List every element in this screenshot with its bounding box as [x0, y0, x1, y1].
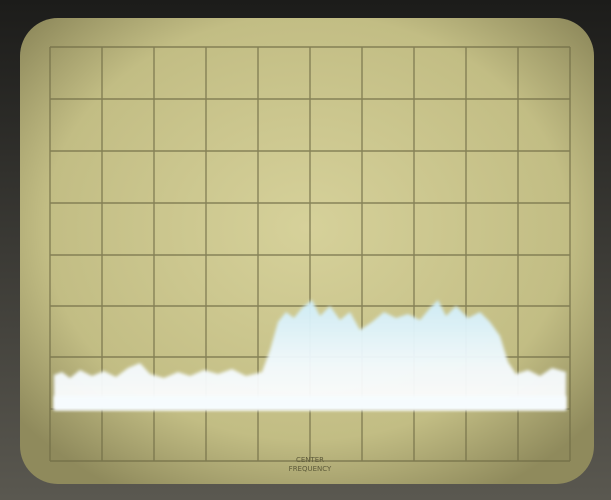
spectrum-trace [54, 300, 566, 410]
baseline-glow [54, 396, 566, 410]
frequency-label: FREQUENCY [289, 465, 332, 473]
screen [20, 18, 594, 484]
center-label: CENTER [296, 456, 324, 464]
